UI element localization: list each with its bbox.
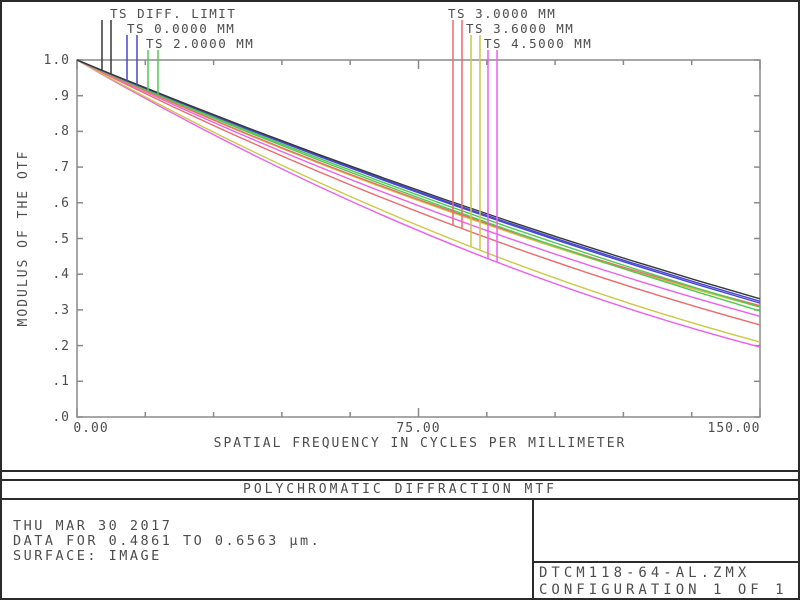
y-tick-label: .0 — [52, 410, 70, 425]
footer-surface: SURFACE: IMAGE — [13, 548, 162, 564]
curve-ts-3.6000-mm-s — [76, 59, 761, 308]
curve-ts-0.0000-mm-t — [76, 59, 761, 303]
footer-vertical-divider — [532, 500, 534, 598]
footer-right-divider — [532, 561, 798, 563]
plot-title: POLYCHROMATIC DIFFRACTION MTF — [243, 482, 557, 497]
y-tick-label: .1 — [52, 374, 70, 390]
y-tick-label: .2 — [52, 338, 70, 354]
legend-label-ts-diff-limit: TS DIFF. LIMIT — [110, 6, 237, 21]
curve-ts-3.6000-mm-t — [76, 59, 761, 343]
x-tick-label: 75.00 — [396, 421, 441, 436]
plot-frame — [76, 59, 761, 418]
curve-ts-3.0000-mm-t — [76, 59, 761, 326]
y-axis-title: MODULUS OF THE OTF — [16, 149, 31, 327]
x-axis-title: SPATIAL FREQUENCY IN CYCLES PER MILLIMET… — [213, 436, 627, 451]
curve-ts-0.0000-mm-s — [76, 59, 761, 304]
legend-label-ts-3-6000-mm: TS 3.6000 MM — [466, 21, 575, 36]
x-tick-label: 150.00 — [707, 421, 761, 436]
legend-label-ts-3-0000-mm: TS 3.0000 MM — [448, 6, 557, 21]
footer-date: THU MAR 30 2017 — [13, 518, 173, 534]
y-tick-label: .5 — [52, 231, 70, 247]
mtf-chart-canvas — [76, 20, 761, 418]
y-tick-label: .9 — [52, 88, 70, 104]
curve-ts-4.5000-mm-s — [76, 59, 761, 318]
y-tick-label: .6 — [52, 195, 70, 211]
curve-ts-4.5000-mm-t — [76, 59, 761, 348]
legend-label-ts-2-0000-mm: TS 2.0000 MM — [146, 36, 255, 51]
x-tick-label: 0.00 — [73, 421, 109, 436]
chart-footer-divider — [2, 470, 798, 472]
y-tick-label: 1.0 — [43, 53, 70, 68]
curve-ts-3.0000-mm-s — [76, 59, 761, 307]
y-tick-label: .8 — [52, 124, 70, 140]
y-tick-label: .4 — [52, 267, 70, 283]
legend-label-ts-4-5000-mm: TS 4.5000 MM — [484, 36, 593, 51]
curve-ts-2.0000-mm-s — [76, 59, 761, 308]
y-tick-label: .7 — [52, 160, 70, 176]
curve-ts-diff-limit — [76, 59, 761, 300]
footer-wavelength-range: DATA FOR 0.4861 TO 0.6563 µm. — [13, 533, 322, 549]
footer-file-name: DTCM118-64-AL.ZMX — [539, 565, 751, 581]
y-tick-label: .3 — [52, 302, 70, 318]
curve-ts-2.0000-mm-t — [76, 59, 761, 312]
footer-configuration: CONFIGURATION 1 OF 1 — [539, 582, 788, 598]
legend-label-ts-0-0000-mm: TS 0.0000 MM — [127, 21, 236, 36]
plot-title-band: POLYCHROMATIC DIFFRACTION MTF — [2, 479, 798, 500]
